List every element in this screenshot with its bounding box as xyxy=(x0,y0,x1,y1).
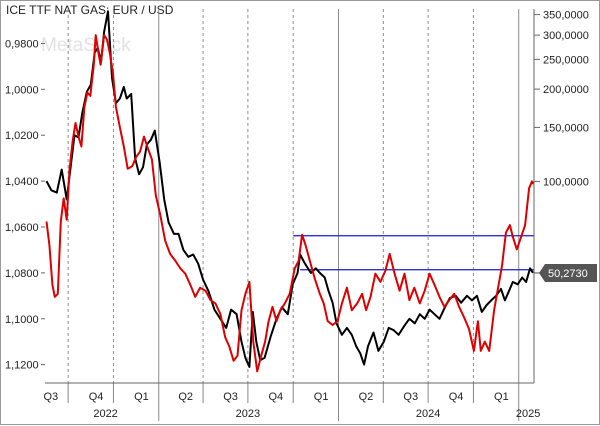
year-label: 2025 xyxy=(516,408,540,420)
quarter-label: Q3 xyxy=(403,391,418,403)
left-tick-label: 1,0600 xyxy=(5,222,39,234)
axes: Q3 Q4 Q1 Q2 Q3 Q4 Q1 Q2 Q3 Q4 Q1 2022 2023 2024 2025 0,… xyxy=(5,9,589,421)
year-label: 2024 xyxy=(416,408,440,420)
chart-title: ICE TTF NAT GAS; EUR / USD xyxy=(6,3,174,17)
quarter-label: Q3 xyxy=(223,391,238,403)
last-value-label: 50,2730 xyxy=(548,268,588,280)
right-tick-label: 300,0000 xyxy=(543,30,589,42)
quarter-label: Q1 xyxy=(314,391,329,403)
last-value-badge xyxy=(539,263,597,282)
year-label: 2023 xyxy=(236,408,260,420)
gas-line xyxy=(45,34,535,373)
left-tick-label: 1,1200 xyxy=(5,360,39,372)
quarter-gridlines xyxy=(67,9,520,383)
last-value-tag: 50,2730 xyxy=(534,263,597,282)
quarter-label: Q1 xyxy=(494,391,509,403)
quarter-label: Q4 xyxy=(449,391,464,403)
year-label: 2022 xyxy=(93,408,117,420)
resistance-lines xyxy=(293,235,534,271)
eurusd-line xyxy=(45,10,534,368)
quarter-label: Q2 xyxy=(178,391,193,403)
left-tick-label: 1,0400 xyxy=(5,176,39,188)
right-tick-label: 150,0000 xyxy=(543,122,589,134)
quarter-label: Q4 xyxy=(269,391,284,403)
left-tick-label: 1,1000 xyxy=(5,314,39,326)
quarter-label: Q1 xyxy=(134,391,149,403)
quarter-label: Q4 xyxy=(89,391,104,403)
right-tick-label: 250,0000 xyxy=(543,54,589,66)
quarter-label: Q3 xyxy=(43,391,58,403)
series-lines xyxy=(45,10,535,373)
quarter-label: Q2 xyxy=(359,391,374,403)
right-tick-label: 200,0000 xyxy=(543,84,589,96)
right-tick-label: 350,0000 xyxy=(543,10,589,22)
left-tick-label: 1,0800 xyxy=(5,268,39,280)
right-tick-label: 100,0000 xyxy=(543,176,589,188)
left-tick-label: 1,0200 xyxy=(5,130,39,142)
left-tick-label: 0,9800 xyxy=(5,38,39,50)
left-tick-label: 1,0000 xyxy=(5,84,39,96)
metastock-watermark: MetaStock xyxy=(41,35,131,56)
